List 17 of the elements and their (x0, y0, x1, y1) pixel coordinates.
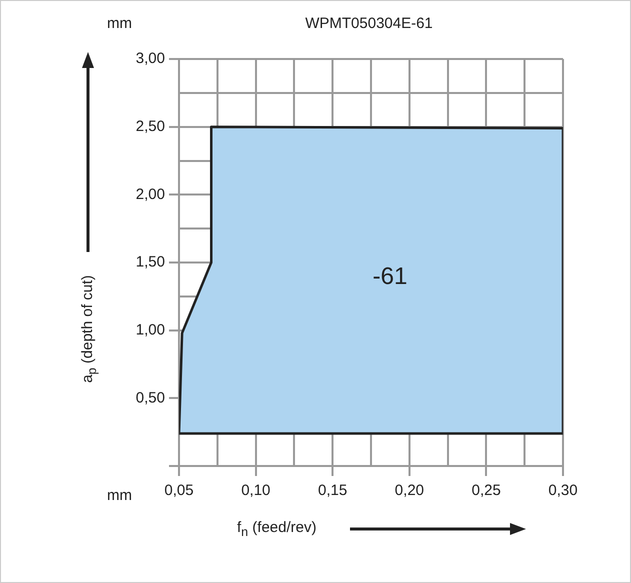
x-tick-label: 0,10 (241, 482, 270, 500)
x-axis-title: f$_{n}$ (feed/rev) (237, 519, 316, 539)
y-tick-label: 2,50 (136, 118, 165, 135)
annotation: -61 (372, 263, 408, 291)
x-tick-label: 0,30 (548, 482, 578, 500)
y-tick-label: 3,00 (136, 50, 165, 68)
x-tick-label: 0,05 (164, 482, 194, 500)
y-tick-label: 1,00 (136, 321, 165, 338)
chart-title: WPMT050304E-61 (305, 15, 433, 32)
text: mm (107, 15, 132, 32)
text: mm (107, 487, 132, 504)
x-tick-label: 0,20 (394, 482, 424, 500)
x-tick-label: 0,15 (318, 482, 348, 500)
y-tick-label: 1,50 (136, 254, 165, 271)
x-tick-label: 0,25 (472, 482, 501, 500)
y-tick-label: 0,50 (136, 389, 165, 406)
y-tick-label: 2,00 (136, 186, 165, 203)
